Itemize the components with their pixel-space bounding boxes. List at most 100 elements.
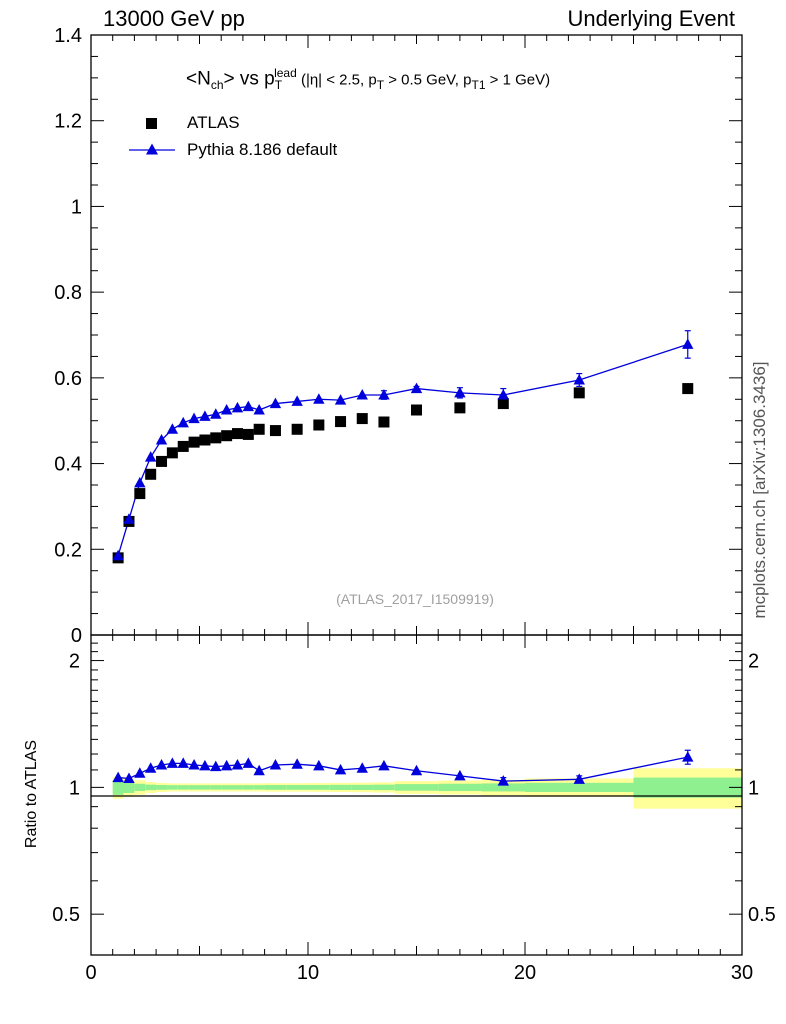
legend-pythia-marker xyxy=(146,143,158,155)
atlas-point xyxy=(313,419,325,431)
title-pt-sub: T xyxy=(274,78,283,93)
pythia-ratio-point xyxy=(166,757,179,768)
title-pt-sup: lead xyxy=(274,66,297,80)
legend-atlas-label: ATLAS xyxy=(187,113,240,132)
inner-band-bin xyxy=(210,785,222,790)
ratio-y-tick-label-right: 1 xyxy=(748,777,759,799)
pythia-point xyxy=(242,400,255,412)
inner-band-bin xyxy=(199,785,211,790)
pythia-ratio-point xyxy=(231,759,244,770)
atlas-point xyxy=(378,416,390,428)
pythia-point xyxy=(199,410,211,421)
pythia-point xyxy=(291,395,303,406)
inner-band-bin xyxy=(166,785,178,790)
pythia-point xyxy=(220,404,233,415)
atlas-point xyxy=(221,430,233,442)
pythia-point xyxy=(112,549,124,561)
pythia-ratio-point xyxy=(291,758,303,769)
inner-band-bin xyxy=(481,783,525,792)
pythia-ratio-point xyxy=(210,760,222,772)
atlas-point xyxy=(166,447,178,459)
analysis-watermark: (ATLAS_2017_I1509919) xyxy=(336,591,494,607)
atlas-point xyxy=(156,455,168,467)
pythia-ratio-point xyxy=(144,762,157,773)
atlas-point xyxy=(411,404,422,416)
atlas-point xyxy=(134,488,146,500)
legend-atlas-marker xyxy=(146,118,157,129)
pythia-point xyxy=(231,401,244,413)
pythia-point xyxy=(454,386,466,398)
pythia-ratio-point xyxy=(155,759,168,770)
pythia-point xyxy=(334,394,347,405)
pythia-ratio-point xyxy=(378,759,390,771)
atlas-point xyxy=(253,423,265,435)
main-y-tick-label: 0.6 xyxy=(54,368,82,390)
pythia-point xyxy=(144,451,157,462)
pythia-point xyxy=(123,513,135,524)
atlas-point xyxy=(199,434,211,446)
pythia-ratio-point xyxy=(573,773,585,784)
axis-ticks xyxy=(90,34,743,956)
pythia-ratio-point xyxy=(410,764,423,776)
atlas-point xyxy=(682,383,694,395)
title-main: <N xyxy=(186,68,211,90)
atlas-point xyxy=(188,436,200,448)
pythia-point xyxy=(378,389,390,400)
title-cuts-b: > 0.5 GeV, p xyxy=(384,71,472,89)
inner-band-bin xyxy=(188,785,200,790)
header-right: Underlying Event xyxy=(567,6,735,31)
atlas-point xyxy=(242,428,254,440)
inner-band-bin xyxy=(112,780,124,795)
pythia-point xyxy=(682,338,694,349)
inner-band-bin xyxy=(123,781,135,793)
x-tick-label: 0 xyxy=(85,962,96,984)
ratio-uncertainty-bands xyxy=(112,768,742,809)
inner-band-bin xyxy=(156,785,167,790)
pythia-point xyxy=(166,423,179,434)
pythia-point xyxy=(134,476,146,488)
main-y-tick-label: 0.2 xyxy=(54,539,82,561)
pythia-point xyxy=(210,408,222,419)
inner-band-bin xyxy=(286,785,308,790)
inner-band-bin xyxy=(525,782,634,793)
pythia-ratio-point xyxy=(269,759,282,770)
pythia-ratio-point xyxy=(497,775,509,786)
ratio-panel-marks xyxy=(112,749,694,786)
ratio-y-tick-label-left: 1 xyxy=(69,777,80,799)
inner-band-bin xyxy=(438,783,482,792)
inner-band-bin xyxy=(232,785,243,790)
atlas-point xyxy=(335,416,347,428)
inner-band-bin xyxy=(145,784,157,791)
pythia-ratio-point xyxy=(454,769,466,781)
inner-band-bin xyxy=(242,785,254,790)
header-left: 13000 GeV pp xyxy=(103,6,245,31)
pythia-ratio-point xyxy=(682,751,694,762)
pythia-ratio-point xyxy=(188,759,200,770)
inner-band-bin xyxy=(221,785,233,790)
title-cuts-sub1: T xyxy=(376,78,385,93)
main-y-tick-label: 0.8 xyxy=(54,282,82,304)
pythia-point xyxy=(313,393,325,404)
ratio-y-tick-label-left: 0.5 xyxy=(52,904,80,926)
pythia-ratio-point xyxy=(253,764,265,776)
pythia-ratio-point xyxy=(177,757,189,768)
inner-band-bin xyxy=(633,777,742,798)
pythia-ratio-point xyxy=(123,772,135,783)
atlas-point xyxy=(454,402,466,414)
x-tick-label: 30 xyxy=(731,962,753,984)
pythia-ratio-point xyxy=(313,759,325,771)
inner-band-bin xyxy=(373,784,395,791)
pythia-point xyxy=(410,382,423,394)
legend-markers xyxy=(129,118,175,155)
pythia-point xyxy=(356,389,368,400)
inner-band-bin xyxy=(351,784,374,790)
pythia-ratio-point xyxy=(112,771,124,783)
title-cuts-sub2: T1 xyxy=(471,78,486,93)
ratio-y-axis-label: Ratio to ATLAS xyxy=(23,739,40,849)
inner-band-bin xyxy=(394,784,439,791)
atlas-point xyxy=(231,428,243,440)
ratio-y-tick-label-right: 2 xyxy=(748,651,759,673)
inner-band-bin xyxy=(177,785,189,790)
x-tick-label: 20 xyxy=(514,962,536,984)
inner-band-bin xyxy=(329,784,352,790)
